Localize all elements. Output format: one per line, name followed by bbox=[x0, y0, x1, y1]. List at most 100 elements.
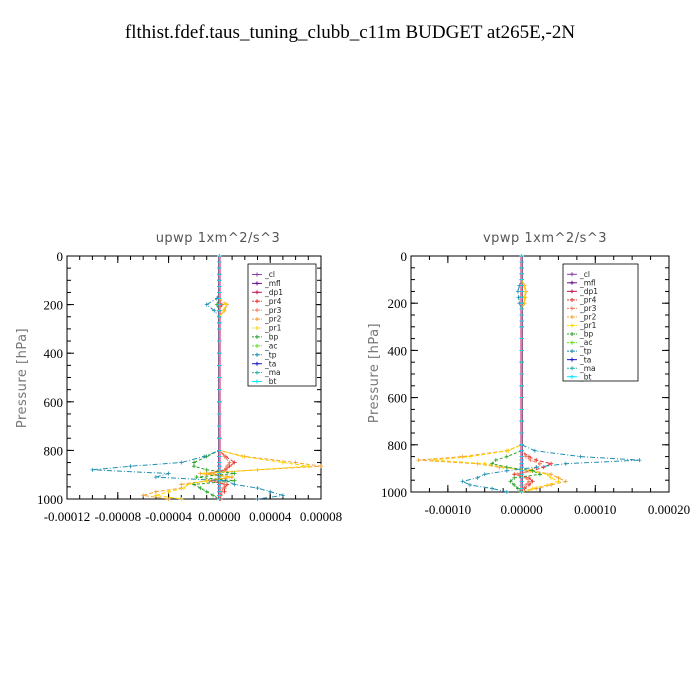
upwp-point-bt bbox=[217, 351, 222, 356]
upwp-point-tp bbox=[153, 475, 158, 480]
upwp-point-tp bbox=[255, 486, 260, 491]
upwp-point-bt bbox=[217, 326, 222, 331]
upwp-point-pr1 bbox=[306, 464, 311, 469]
vpwp-point-bt bbox=[519, 431, 524, 435]
vpwp-legend-label: _bp bbox=[579, 330, 594, 339]
upwp-legend-marker bbox=[255, 308, 259, 313]
upwp-point-bt bbox=[217, 339, 222, 344]
vpwp-point-bt bbox=[519, 259, 524, 264]
vpwp-legend-marker bbox=[570, 332, 574, 337]
upwp-point-pr1 bbox=[166, 489, 171, 494]
vpwp-legend-marker bbox=[570, 323, 574, 328]
vpwp-point-pr1 bbox=[523, 289, 528, 294]
vpwp-point-bt bbox=[519, 271, 524, 276]
vpwp-legend-marker bbox=[570, 314, 574, 319]
upwp-point-pr3 bbox=[221, 486, 226, 491]
upwp-point-bp bbox=[211, 493, 216, 498]
upwp-point-pr2 bbox=[179, 482, 184, 487]
upwp-point-bt bbox=[217, 272, 222, 277]
upwp-point-bt bbox=[217, 436, 222, 441]
upwp-point-bp bbox=[194, 475, 199, 480]
upwp-x-tick-label: 0.00000 bbox=[198, 509, 240, 524]
vpwp-point-pr2 bbox=[460, 454, 465, 459]
vpwp-point-pr3 bbox=[515, 472, 520, 477]
vpwp-y-axis-label: Pressure [hPa] bbox=[367, 323, 382, 423]
vpwp-legend-marker bbox=[570, 349, 574, 354]
upwp-point-pr3 bbox=[225, 464, 230, 469]
vpwp-legend-marker bbox=[570, 297, 574, 302]
vpwp-point-bt bbox=[519, 479, 524, 484]
vpwp-legend bbox=[562, 263, 639, 382]
upwp-point-bt bbox=[217, 497, 222, 501]
upwp-x-tick-label: 0.00004 bbox=[249, 509, 292, 524]
vpwp-point-pr1 bbox=[506, 448, 511, 453]
vpwp-point-bp bbox=[515, 486, 520, 491]
upwp-legend-label: _pr2 bbox=[264, 315, 282, 324]
vpwp-legend-marker bbox=[570, 272, 574, 277]
upwp-point-tp bbox=[128, 464, 133, 469]
vpwp-panel: vpwp 1xm^2/s^3 Pressure [hPa] -0.00010 0.… bbox=[367, 231, 690, 517]
upwp-point-pr1 bbox=[255, 467, 260, 472]
upwp-legend-marker bbox=[255, 326, 259, 330]
upwp-legend-label: _cl bbox=[264, 270, 275, 279]
vpwp-point-bt bbox=[519, 486, 524, 491]
upwp-legend-label: _dp1 bbox=[264, 288, 283, 297]
upwp-point-pr1 bbox=[227, 475, 232, 480]
upwp-point-bt bbox=[217, 387, 222, 392]
upwp-point-tp bbox=[255, 497, 260, 501]
upwp-point-pr2 bbox=[198, 471, 203, 476]
vpwp-x-tick-label: 0.00020 bbox=[648, 502, 690, 517]
vpwp-legend-label: _pr4 bbox=[579, 295, 597, 304]
upwp-legend-label: _bt bbox=[264, 377, 277, 386]
vpwp-point-tp bbox=[467, 482, 472, 487]
vpwp-point-tp bbox=[637, 458, 642, 463]
vpwp-point-pr1 bbox=[549, 475, 554, 480]
vpwp-legend-label: _dp1 bbox=[579, 287, 598, 296]
upwp-point-bt bbox=[217, 302, 222, 307]
vpwp-point-bt bbox=[519, 313, 524, 317]
upwp-legend-label: _pr4 bbox=[264, 297, 282, 306]
upwp-point-pr1 bbox=[181, 486, 186, 491]
vpwp-y-tick-label: 0 bbox=[401, 249, 408, 264]
vpwp-legend-label: _tp bbox=[579, 347, 592, 356]
vpwp-series-line-pr2 bbox=[418, 256, 568, 493]
upwp-point-pr2 bbox=[319, 464, 323, 469]
upwp-legend-label: _ta bbox=[264, 359, 276, 368]
upwp-point-pr3 bbox=[227, 460, 232, 465]
upwp-point-tp bbox=[204, 302, 209, 307]
vpwp-point-bt bbox=[519, 318, 524, 323]
vpwp-y-tick-label: 400 bbox=[388, 343, 408, 358]
vpwp-point-bt bbox=[519, 475, 524, 480]
vpwp-point-bp bbox=[493, 458, 498, 463]
upwp-y-tick-label: 400 bbox=[44, 346, 64, 361]
vpwp-point-tp bbox=[490, 486, 495, 491]
vpwp-point-pr1 bbox=[431, 458, 436, 463]
vpwp-point-bp bbox=[504, 454, 509, 459]
vpwp-point-pr3 bbox=[526, 479, 531, 484]
vpwp-legend-label: _cl bbox=[579, 270, 590, 279]
vpwp-point-pr1 bbox=[556, 479, 561, 484]
vpwp-point-bt bbox=[519, 472, 524, 477]
vpwp-point-bp bbox=[530, 468, 535, 473]
vpwp-point-bt bbox=[519, 301, 524, 306]
vpwp-point-pr2 bbox=[556, 475, 561, 480]
upwp-point-bt bbox=[217, 475, 222, 480]
upwp-point-bt bbox=[217, 254, 222, 258]
vpwp-y-tick-label: 1000 bbox=[381, 485, 407, 500]
upwp-point-bt bbox=[217, 296, 222, 301]
upwp-point-tp bbox=[202, 454, 207, 459]
vpwp-legend-marker bbox=[570, 366, 574, 371]
upwp-point-bt bbox=[217, 308, 222, 313]
upwp-y-tick-label: 0 bbox=[57, 249, 64, 264]
upwp-point-pr3 bbox=[222, 467, 227, 472]
upwp-point-pr1 bbox=[221, 308, 226, 313]
upwp-point-bt bbox=[217, 486, 222, 491]
upwp-point-bt bbox=[217, 464, 222, 469]
vpwp-legend-marker bbox=[570, 289, 574, 294]
vpwp-point-bt bbox=[519, 442, 524, 447]
upwp-point-bt bbox=[217, 467, 222, 472]
vpwp-point-pr4 bbox=[534, 458, 539, 463]
upwp-y-tick-label: 200 bbox=[44, 298, 64, 313]
vpwp-point-bt bbox=[519, 336, 524, 341]
vpwp-point-bt bbox=[519, 458, 524, 463]
